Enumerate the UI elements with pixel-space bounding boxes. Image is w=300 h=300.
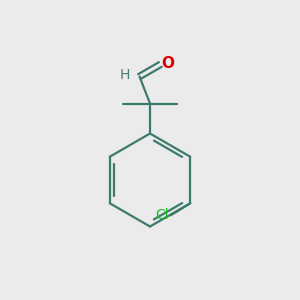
Text: Cl: Cl bbox=[155, 208, 169, 222]
Text: H: H bbox=[119, 68, 130, 82]
Text: O: O bbox=[161, 56, 174, 70]
